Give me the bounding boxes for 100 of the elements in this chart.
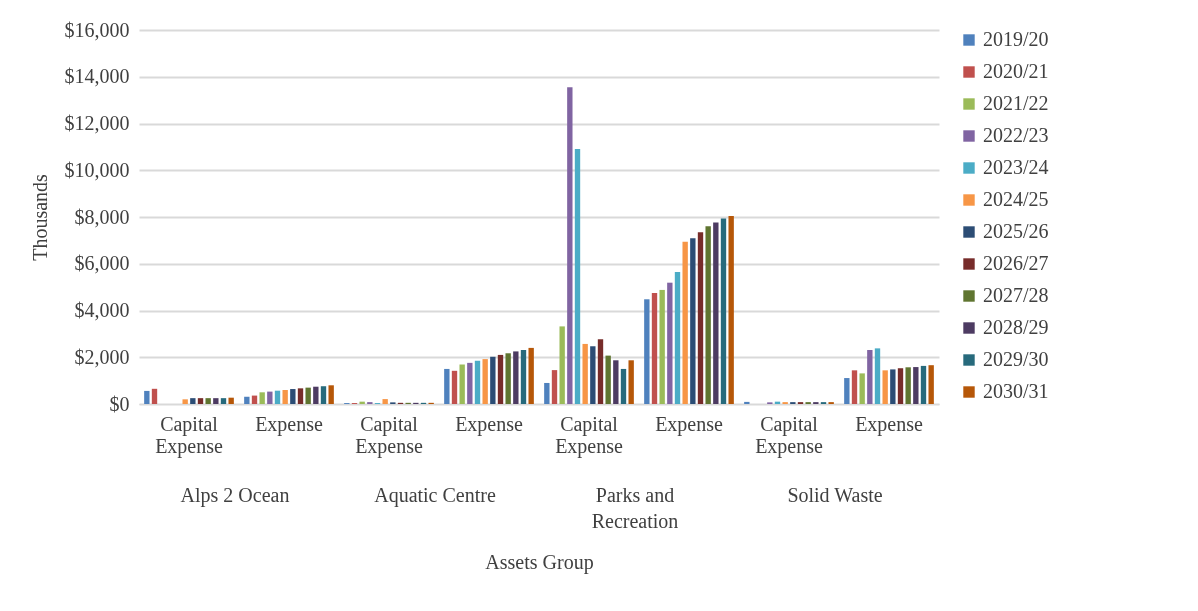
bar: [905, 367, 911, 404]
legend-label: 2024/25: [983, 188, 1049, 210]
bar: [459, 364, 465, 404]
bar: [682, 241, 688, 404]
legend-label: 2026/27: [983, 252, 1049, 274]
x-tick-label: Capital Expense: [355, 412, 423, 458]
bar: [290, 389, 296, 404]
bar: [297, 388, 304, 404]
bar: [313, 386, 319, 404]
y-tick-label: $16,000: [64, 18, 130, 41]
bar: [190, 398, 196, 404]
x-tick-label: Capital Expense: [155, 412, 223, 458]
bar: [605, 355, 611, 404]
text: Alps 2 Ocean: [180, 484, 290, 507]
bar: [744, 401, 750, 404]
bar: [559, 326, 565, 404]
bar: [244, 396, 250, 404]
bar: [144, 390, 150, 404]
y-tick-label: $14,000: [64, 65, 130, 88]
bar: [328, 385, 334, 404]
bar: [728, 216, 734, 404]
bar: [628, 360, 634, 404]
bar: [659, 289, 665, 404]
bar: [205, 398, 211, 404]
bar: [259, 392, 265, 404]
legend-label: 2021/22: [983, 92, 1049, 114]
bar: [520, 350, 527, 404]
bar: [674, 271, 681, 404]
bar: [320, 386, 327, 404]
bar: [497, 354, 504, 404]
y-tick-label: $10,000: [64, 158, 130, 181]
legend-label: 2019/20: [983, 28, 1049, 50]
bar: [505, 353, 511, 404]
bar: [228, 397, 234, 404]
bar: [928, 365, 934, 404]
bar: [644, 299, 650, 404]
x-axis-title: Assets Group: [485, 550, 594, 574]
x-tick-label: Expense: [855, 412, 923, 436]
bar: [544, 382, 550, 404]
x-tick-label: Expense: [655, 412, 723, 436]
text: Parks and Recreation: [591, 484, 679, 532]
y-axis-title: Thousands: [28, 173, 51, 261]
bar: [490, 356, 496, 404]
text: Aquatic Centre: [374, 484, 496, 507]
bar: [528, 347, 534, 404]
bar: [844, 378, 850, 404]
legend-label: 2027/28: [983, 284, 1049, 306]
bar: [482, 359, 488, 404]
bar: [359, 401, 365, 404]
y-tick-label: $8,000: [74, 205, 130, 228]
bar: [582, 343, 588, 404]
y-tick-label: $2,000: [74, 345, 130, 368]
y-tick-label: $0: [109, 392, 130, 415]
bar: [667, 282, 673, 404]
bar: [613, 360, 619, 404]
bar: [282, 389, 288, 404]
bar: [513, 351, 519, 404]
bar: [720, 218, 727, 404]
bar: [859, 373, 865, 404]
bar: [444, 368, 450, 404]
y-tick-label: $4,000: [74, 299, 130, 321]
bar: [690, 238, 696, 404]
x-tick-label: Expense: [455, 412, 523, 436]
bar: [567, 87, 573, 404]
bar: [451, 370, 458, 404]
bar: [697, 232, 704, 404]
bar: [590, 346, 596, 404]
bar: [651, 292, 658, 404]
legend-label: 2020/21: [983, 60, 1049, 82]
bar: [851, 370, 858, 404]
text: Solid Waste: [787, 484, 883, 506]
legend-label: 2029/30: [983, 348, 1049, 370]
legend-label: 2030/31: [983, 380, 1049, 402]
bar: [713, 222, 719, 404]
legend-label: 2023/24: [983, 156, 1049, 178]
bar: [151, 388, 158, 404]
bar: [897, 368, 904, 404]
bar: [920, 365, 927, 404]
bar: [620, 368, 627, 404]
bar: [551, 370, 558, 404]
bar: [890, 369, 896, 404]
bar: [267, 391, 273, 404]
bar: [874, 348, 881, 404]
y-tick-label: $12,000: [64, 112, 130, 134]
bar: [305, 387, 311, 404]
bar: [182, 399, 188, 404]
bar: [197, 398, 204, 404]
legend-label: 2022/23: [983, 124, 1049, 146]
bar: [882, 370, 888, 404]
bar: [597, 339, 604, 404]
x-tick-label: Capital Expense: [755, 412, 823, 458]
bar: [274, 390, 281, 404]
bar: [220, 398, 227, 404]
bar: [382, 399, 388, 404]
bar: [467, 362, 473, 404]
bar: [574, 148, 581, 404]
bar: [913, 367, 919, 404]
bar: [867, 350, 873, 404]
bar: [705, 226, 711, 404]
legend-label: 2028/29: [983, 316, 1049, 338]
